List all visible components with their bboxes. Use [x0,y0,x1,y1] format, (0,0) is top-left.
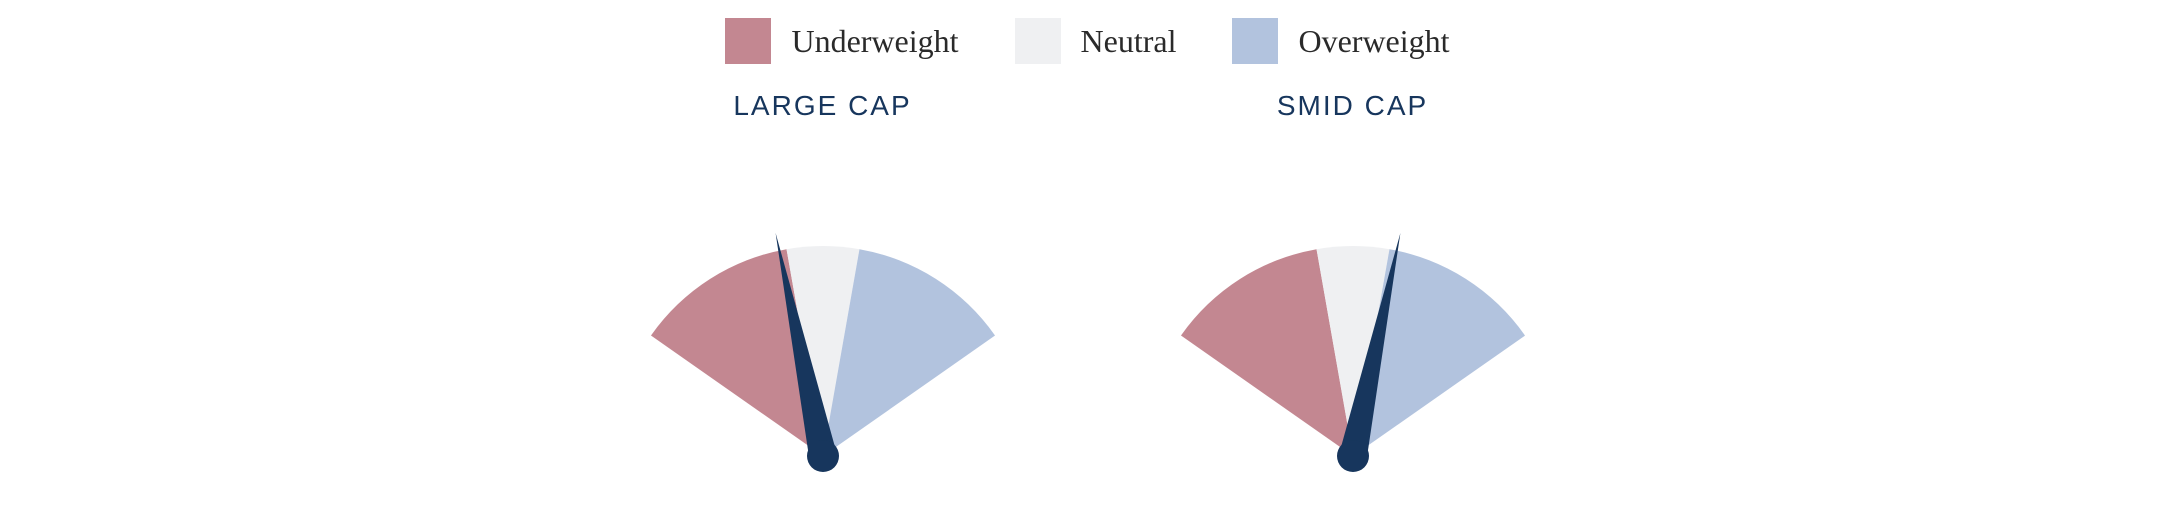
gauge-title-smid-cap: SMID CAP [1277,90,1428,122]
gauge-svg-smid-cap [1133,136,1573,496]
gauge-large-cap: LARGE CAP [603,90,1043,496]
legend-label-neutral: Neutral [1081,23,1177,60]
swatch-overweight [1232,18,1278,64]
swatch-underweight [725,18,771,64]
gauge-smid-cap: SMID CAP [1133,90,1573,496]
legend: Underweight Neutral Overweight [0,18,2175,64]
chart-container: Underweight Neutral Overweight LARGE CAP… [0,0,2175,510]
legend-item-overweight: Overweight [1232,18,1449,64]
gauge-hub [1337,440,1369,472]
swatch-neutral [1015,18,1061,64]
gauge-hub [807,440,839,472]
legend-label-underweight: Underweight [791,23,958,60]
legend-item-underweight: Underweight [725,18,958,64]
gauge-svg-large-cap [603,136,1043,496]
gauge-title-large-cap: LARGE CAP [733,90,911,122]
legend-item-neutral: Neutral [1015,18,1177,64]
legend-label-overweight: Overweight [1298,23,1449,60]
gauges-row: LARGE CAP SMID CAP [0,90,2175,496]
